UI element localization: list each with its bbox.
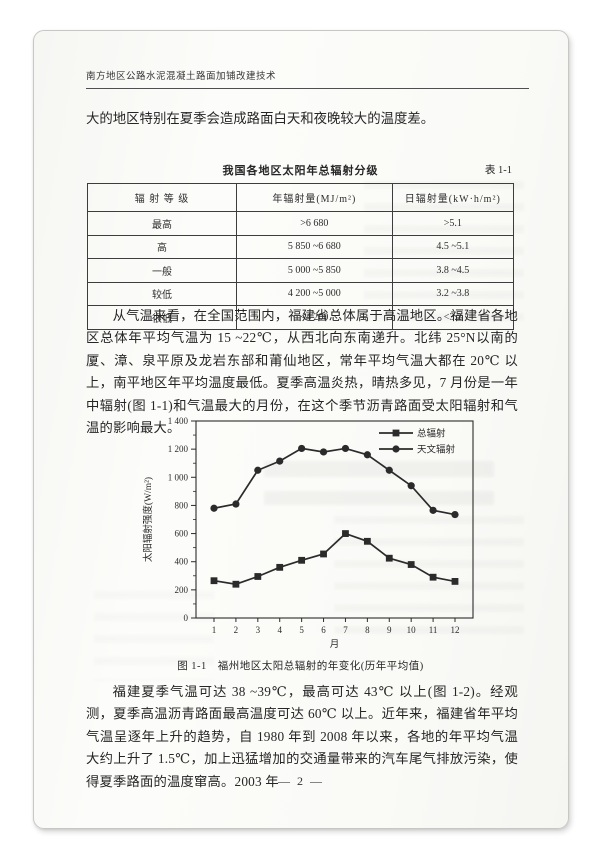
table-row: 高 5 850 ~6 680 4.5 ~5.1 — [86, 234, 515, 259]
figure-caption: 图 1-1 福州地区太阳总辐射的年变化(历年平均值) — [177, 661, 424, 672]
cell-annual: 5 850 ~6 680 — [236, 234, 393, 259]
running-head: 南方地区公路水泥混凝土路面加铺改建技术 — [86, 68, 529, 89]
radiation-grading-table: 辐 射 等 级 年辐射量(MJ/m²) 日辐射量(kW·h/m²) 最高 >6 … — [86, 183, 515, 330]
svg-text:1 400: 1 400 — [168, 417, 189, 426]
svg-text:天文辐射: 天文辐射 — [417, 444, 456, 456]
cell-level: 最高 — [86, 211, 238, 236]
svg-text:0: 0 — [184, 613, 189, 623]
table-header-row: 辐 射 等 级 年辐射量(MJ/m²) 日辐射量(kW·h/m²) — [86, 183, 515, 212]
svg-text:7: 7 — [343, 625, 348, 635]
paragraph-temperature-trend: 福建夏季气温可达 38 ~39℃，最高可达 43℃ 以上(图 1-2)。经观测，… — [86, 684, 518, 789]
cell-daily: 3.2 ~3.8 — [391, 281, 515, 306]
cell-daily: >5.1 — [391, 211, 515, 236]
svg-text:1: 1 — [212, 625, 217, 635]
table-row: 最高 >6 680 >5.1 — [86, 211, 515, 236]
col-header-annual: 年辐射量(MJ/m²) — [236, 183, 393, 212]
cell-annual: <4 200 — [236, 305, 393, 330]
svg-text:8: 8 — [365, 625, 370, 635]
table-row: 一般 5 000 ~5 850 3.8 ~4.5 — [86, 258, 515, 283]
svg-text:1 200: 1 200 — [168, 444, 189, 454]
svg-text:200: 200 — [175, 585, 189, 595]
page-number: — 2 — — [278, 774, 324, 788]
svg-text:10: 10 — [407, 625, 417, 635]
svg-text:9: 9 — [387, 625, 392, 635]
cell-level: 很低 — [86, 305, 238, 330]
svg-text:太阳辐射强度(W/m²): 太阳辐射强度(W/m²) — [142, 477, 154, 562]
scanned-book-page: 南方地区公路水泥混凝土路面加铺改建技术 大的地区特别在夏季会造成路面白天和夜晚较… — [33, 30, 569, 829]
table-row: 较低 4 200 ~5 000 3.2 ~3.8 — [86, 281, 515, 306]
svg-text:月: 月 — [330, 639, 340, 650]
cell-level: 高 — [86, 234, 238, 259]
cell-level: 一般 — [86, 258, 238, 283]
svg-text:总辐射: 总辐射 — [417, 428, 446, 440]
table-title: 我国各地区太阳年总辐射分级 — [222, 165, 379, 177]
cell-annual: 5 000 ~5 850 — [236, 258, 393, 283]
paragraph-climate-overview: 从气温来看，在全国范围内，福建省总体属于高温地区。福建省各地区总体年平均气温为 … — [86, 308, 518, 436]
svg-text:4: 4 — [277, 625, 282, 635]
svg-text:6: 6 — [321, 625, 326, 635]
svg-text:11: 11 — [429, 625, 438, 635]
svg-text:1 000: 1 000 — [168, 472, 189, 482]
svg-text:800: 800 — [175, 500, 189, 510]
svg-text:600: 600 — [175, 529, 189, 539]
body-intro-line: 大的地区特别在夏季会造成路面白天和夜晚较大的温度差。 — [86, 111, 435, 126]
table-number-label: 表 1-1 — [484, 165, 512, 176]
figure-1-1-chart: 0 200 400 600 800 1 000 1 200 1 400 1 2 3 4 5 6 7 8 9 10 1… — [131, 416, 511, 651]
cell-level: 较低 — [86, 281, 238, 306]
col-header-level: 辐 射 等 级 — [86, 183, 238, 212]
svg-text:2: 2 — [234, 625, 239, 635]
col-header-daily: 日辐射量(kW·h/m²) — [391, 183, 515, 212]
cell-annual: 4 200 ~5 000 — [236, 281, 393, 306]
table-row: 很低 <4 200 <3.2 — [86, 305, 515, 330]
cell-annual: >6 680 — [236, 211, 393, 236]
svg-text:3: 3 — [256, 625, 261, 635]
svg-text:12: 12 — [451, 625, 460, 635]
svg-text:5: 5 — [299, 625, 304, 635]
cell-daily: <3.2 — [391, 305, 515, 330]
svg-text:400: 400 — [175, 557, 189, 567]
cell-daily: 3.8 ~4.5 — [391, 258, 515, 283]
cell-daily: 4.5 ~5.1 — [391, 234, 515, 259]
